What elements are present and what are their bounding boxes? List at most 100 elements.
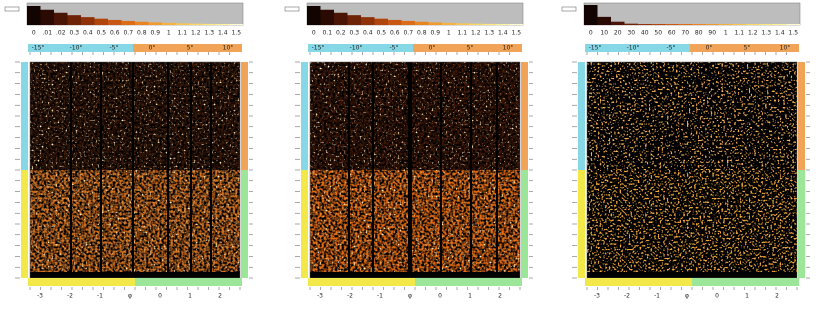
histogram-bar <box>509 24 523 25</box>
histogram-bar <box>651 24 665 25</box>
colorbar-tick-label: 1.4 <box>498 30 508 37</box>
dead-column <box>70 62 72 278</box>
top-tick-label: -15° <box>32 45 45 52</box>
colorbar-tick-label: 1.2 <box>748 30 758 37</box>
histogram-bar <box>27 6 41 25</box>
bottom-tick-label: -3 <box>594 293 600 300</box>
histogram-bar <box>469 23 483 25</box>
colorbar-tick-label: 1 <box>447 30 451 37</box>
bottom-tick-label: 2 <box>775 293 779 300</box>
histogram-bar <box>320 9 334 25</box>
image-dots-bottom <box>587 170 797 272</box>
bottom-strip-left <box>308 278 415 286</box>
top-tick-label: 5° <box>187 45 194 52</box>
top-strip-left <box>308 44 413 52</box>
colorbar-tick-label: 1.1 <box>734 30 744 37</box>
histogram-bar <box>746 24 760 25</box>
colorbar-tick-label: 1.5 <box>511 30 521 37</box>
colorbar-tick-label: 0.9 <box>430 30 440 37</box>
right-strip-bottom <box>521 170 528 278</box>
colorbar-tick-label: 0.8 <box>137 30 147 37</box>
histogram-bar <box>638 24 652 25</box>
right-strip-bottom <box>241 170 248 278</box>
colorbar-tick-label: 1.5 <box>788 30 798 37</box>
colorbar-tick-label: 0.4 <box>83 30 93 37</box>
bottom-tick-label: 0 <box>715 293 719 300</box>
histogram-bar <box>611 21 625 25</box>
dead-column <box>167 62 169 278</box>
legend-swatch <box>284 6 300 12</box>
top-tick-label: -10° <box>70 45 83 52</box>
colorbar-tick-label: 1.1 <box>457 30 467 37</box>
histogram-bar <box>388 19 402 25</box>
histogram-bar <box>374 18 388 25</box>
left-strip-bottom <box>301 170 308 278</box>
top-tick-label: -15° <box>589 45 602 52</box>
top-tick-label: 5° <box>744 45 751 52</box>
colorbar-tick-label: 0.7 <box>403 30 413 37</box>
bottom-tick-label: -1 <box>97 293 103 300</box>
histogram-bar <box>334 12 348 25</box>
dead-column <box>408 62 410 278</box>
histogram-bar <box>624 23 638 25</box>
dead-column <box>440 62 442 278</box>
legend-swatch <box>4 6 20 12</box>
bottom-tick-label: -2 <box>347 293 353 300</box>
dead-column <box>348 62 350 278</box>
colorbar-tick-label: 0.4 <box>363 30 373 37</box>
top-strip-right <box>133 44 242 52</box>
image-bottom-row <box>30 272 240 278</box>
histogram-bar <box>428 22 442 25</box>
histogram-bar <box>229 24 243 25</box>
colorbar-tick-label: 0.9 <box>150 30 160 37</box>
bottom-tick-label: φ <box>128 293 132 300</box>
legend-swatch <box>561 6 577 12</box>
histogram-bar <box>584 5 598 25</box>
bottom-tick-label: 0 <box>158 293 162 300</box>
dead-column <box>496 62 498 278</box>
left-strip-bottom <box>578 170 585 278</box>
colorbar-tick-label: 0.2 <box>336 30 346 37</box>
bottom-tick-label: -2 <box>624 293 630 300</box>
top-tick-label: -10° <box>350 45 363 52</box>
colorbar-tick-label: 1.3 <box>204 30 214 37</box>
histogram-bar <box>307 6 321 25</box>
histogram-bar <box>148 22 162 25</box>
top-tick-label: 10° <box>503 45 514 52</box>
colorbar-tick-label: 40 <box>641 30 649 37</box>
colorbar-tick-label: 0.3 <box>69 30 79 37</box>
colorbar-tick-label: .01 <box>42 30 52 37</box>
colorbar-tick-label: 0.5 <box>96 30 106 37</box>
histogram-bar <box>786 24 800 25</box>
bottom-tick-label: -3 <box>317 293 323 300</box>
dead-column <box>372 62 374 278</box>
left-strip-top <box>21 62 28 170</box>
dead-column <box>132 62 134 278</box>
bottom-tick-label: -3 <box>37 293 43 300</box>
histogram-bar <box>175 23 189 25</box>
histogram-bar <box>108 19 122 25</box>
histogram-bar <box>719 24 733 25</box>
histogram-bar <box>94 18 108 25</box>
colorbar-tick-label: 0.8 <box>417 30 427 37</box>
bottom-tick-label: 1 <box>468 293 472 300</box>
dead-column <box>410 62 412 278</box>
colorbar-tick-label: 0.7 <box>123 30 133 37</box>
histogram-bar <box>121 20 135 25</box>
top-strip-left <box>28 44 133 52</box>
left-strip-top <box>578 62 585 170</box>
top-strip-right <box>413 44 522 52</box>
histogram-bar <box>40 9 54 25</box>
colorbar-tick-label: 0 <box>32 30 36 37</box>
left-strip-bottom <box>21 170 28 278</box>
histogram-bar <box>202 23 216 25</box>
histogram-bar <box>732 24 746 25</box>
colorbar-tick-label: 1.2 <box>191 30 201 37</box>
colorbar-tick-label: 60 <box>668 30 676 37</box>
colorbar-tick-label: 0.6 <box>390 30 400 37</box>
bottom-tick-label: -1 <box>377 293 383 300</box>
top-tick-label: -15° <box>312 45 325 52</box>
colorbar-tick-label: 30 <box>627 30 635 37</box>
histogram-bar <box>216 24 230 25</box>
